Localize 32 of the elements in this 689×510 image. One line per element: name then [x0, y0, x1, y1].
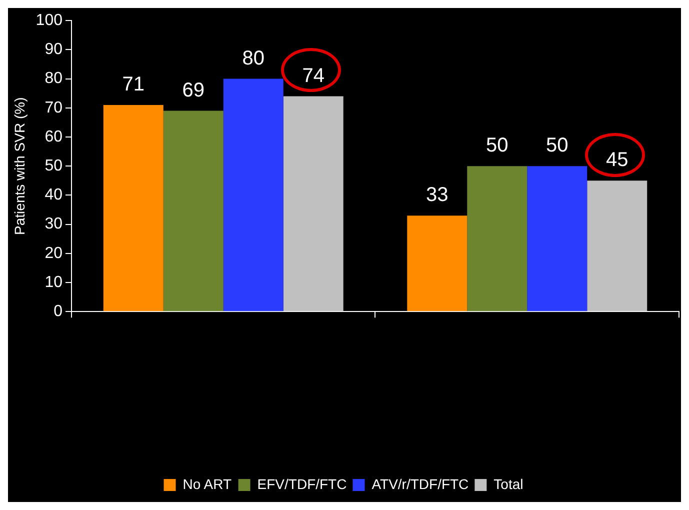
legend-label: ATV/r/TDF/FTC [372, 476, 469, 492]
data-label: 50 [546, 134, 568, 157]
bar [163, 110, 224, 312]
y-tick-label: 100 [36, 12, 63, 30]
legend-label: EFV/TDF/FTC [257, 476, 347, 492]
data-label: 50 [486, 134, 508, 157]
bar [103, 104, 164, 312]
legend-label: No ART [182, 476, 232, 492]
y-tick-label: 0 [54, 303, 63, 320]
y-tick-label: 90 [44, 41, 63, 58]
bar [467, 166, 528, 312]
data-label: 71 [122, 74, 145, 96]
y-tick-label: 30 [44, 216, 63, 233]
y-tick-label: 20 [44, 244, 63, 262]
y-tick-label: 40 [44, 186, 63, 204]
bar [527, 166, 588, 312]
bar [283, 96, 344, 312]
bar [587, 180, 648, 312]
y-tick-label: 10 [44, 274, 63, 291]
data-label: 69 [182, 79, 204, 102]
legend-label: Total [494, 476, 524, 492]
y-axis-title: Patients with SVR (%) [11, 97, 28, 235]
data-label: 45 [606, 149, 628, 172]
y-tick-label: 60 [44, 128, 63, 146]
y-tick-label: 80 [44, 70, 63, 88]
data-label: 80 [242, 47, 264, 70]
data-label: 74 [302, 64, 324, 87]
y-tick-label: 50 [44, 158, 63, 175]
bar [223, 78, 284, 312]
y-tick-label: 70 [44, 99, 63, 116]
bar [407, 216, 468, 312]
data-label: 33 [426, 184, 448, 206]
